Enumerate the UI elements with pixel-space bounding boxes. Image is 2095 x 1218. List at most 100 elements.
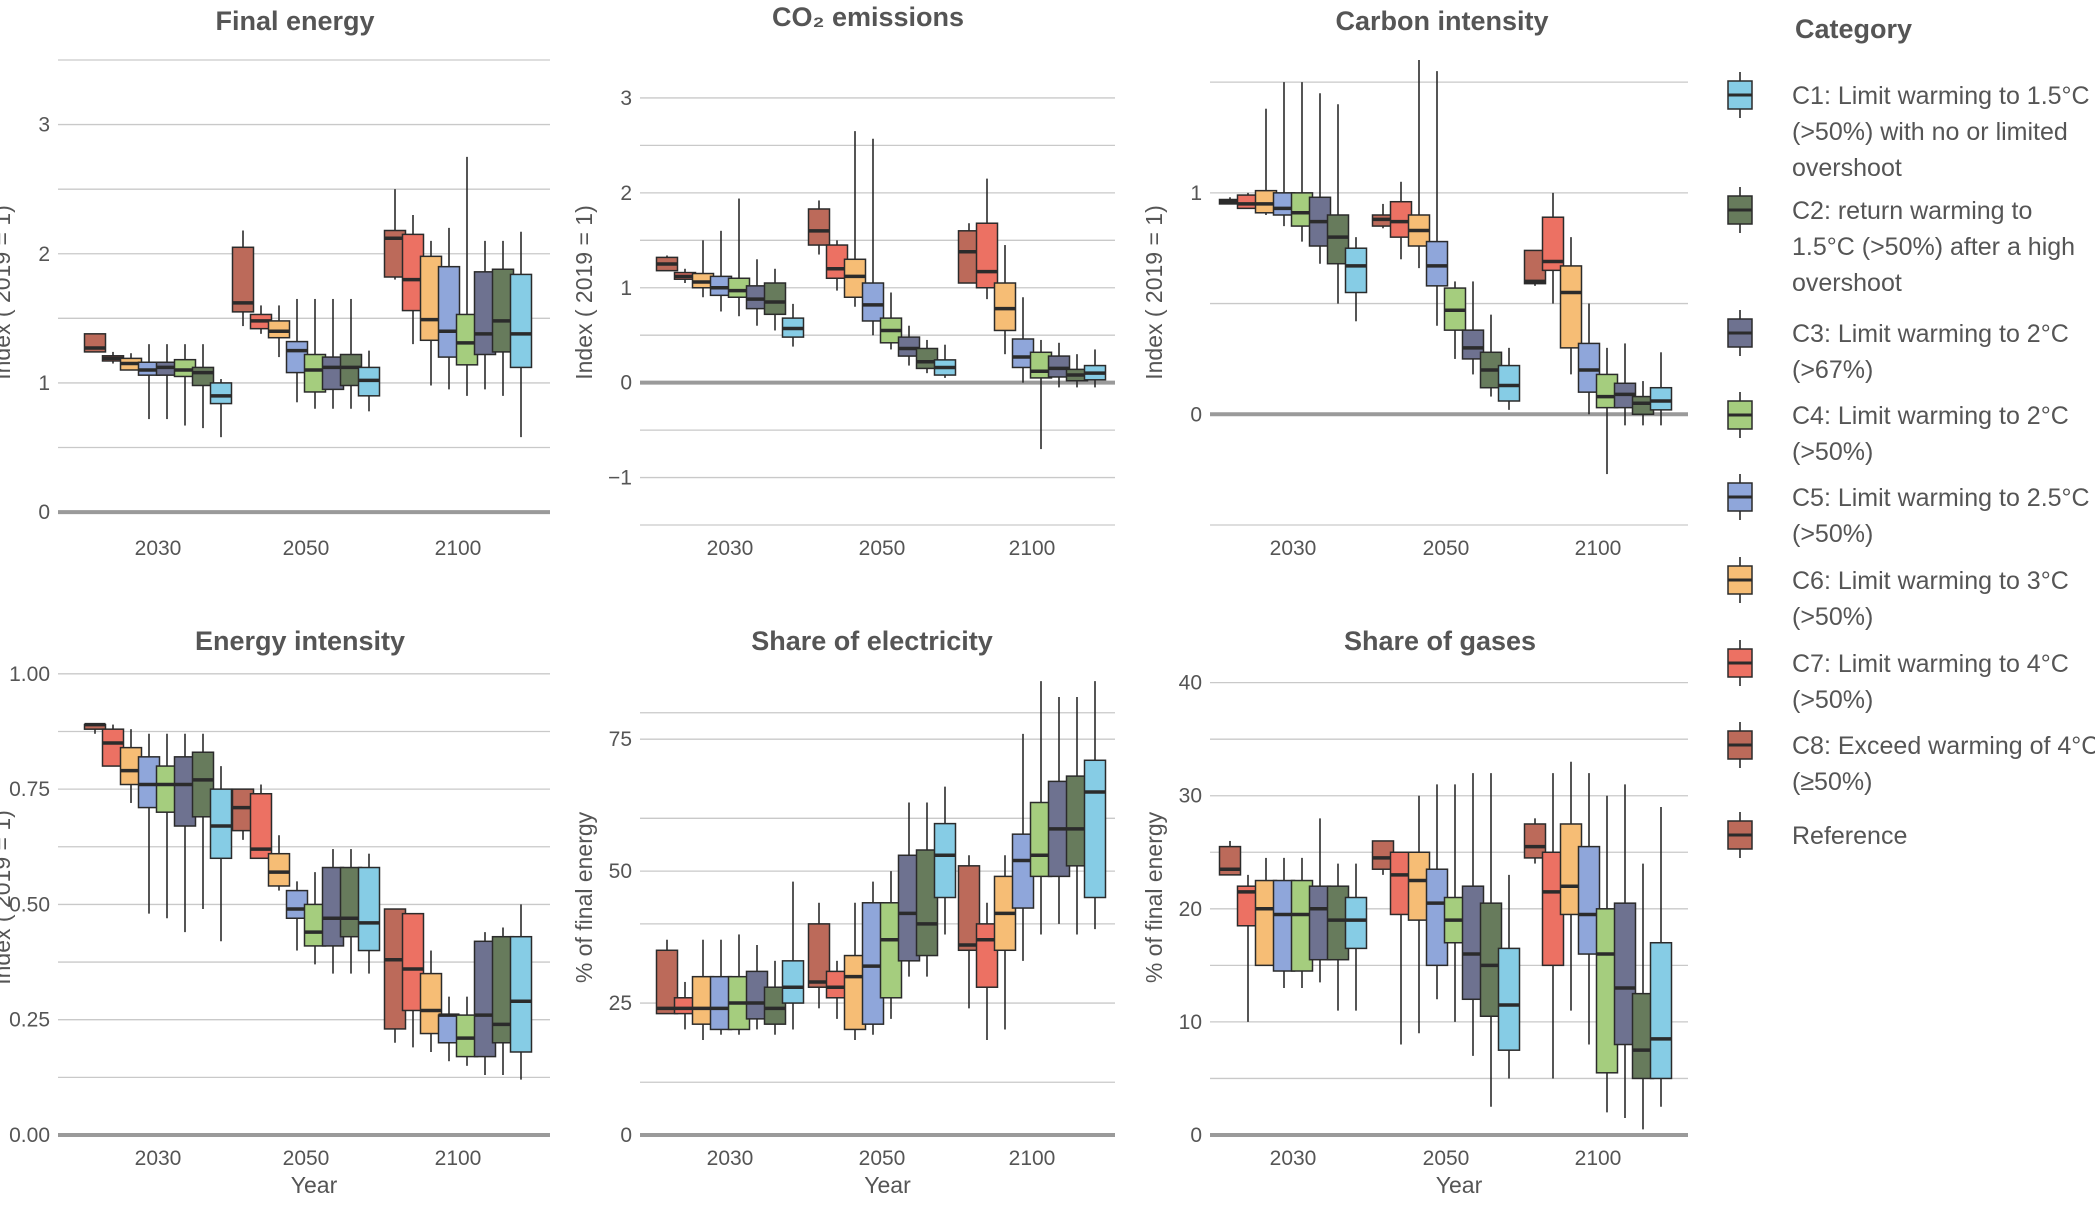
x-tick-label: 2100 xyxy=(435,537,482,560)
legend-label: C8: Exceed warming of 4°C xyxy=(1792,732,2095,760)
box-c8 xyxy=(83,722,107,734)
legend-label: (>50%) xyxy=(1792,603,1873,631)
y-axis-label: Index ( 2019 = 1) xyxy=(571,205,597,380)
box-c8 xyxy=(957,223,981,284)
legend-label: (>50%) xyxy=(1792,686,1873,714)
box-c6 xyxy=(993,855,1017,1030)
box-c5 xyxy=(1577,303,1601,415)
box-c1 xyxy=(1083,681,1107,930)
y-tick-label: 40 xyxy=(1179,672,1202,695)
box-c5 xyxy=(285,298,309,403)
box-group-2050 xyxy=(807,131,957,378)
box-c3 xyxy=(1461,773,1485,1056)
y-axis-label: Index ( 2019 = 1) xyxy=(1141,205,1167,380)
y-tick-label: −1 xyxy=(608,467,632,490)
panel-3: 0 1 2030 2050 2100 Carbon intensity Index ( 20… xyxy=(1141,6,1688,560)
x-tick-label: 2030 xyxy=(707,1147,754,1170)
box-c2 xyxy=(191,344,215,429)
y-tick-label: 2 xyxy=(38,243,50,266)
x-tick-label: 2030 xyxy=(1270,1147,1317,1170)
box-body xyxy=(1497,364,1521,402)
box-body xyxy=(861,282,885,322)
box-c3 xyxy=(321,298,345,409)
x-tick-label: 2030 xyxy=(135,537,182,560)
box-body xyxy=(191,751,215,818)
box-c8 xyxy=(655,255,679,272)
box-body xyxy=(763,986,787,1025)
box-body xyxy=(1613,902,1637,1046)
box-c8 xyxy=(1523,249,1547,286)
legend-label: C2: return warming to xyxy=(1792,197,2032,225)
x-tick-label: 2100 xyxy=(435,1147,482,1170)
box-c8 xyxy=(383,908,407,1043)
x-axis-label: Year xyxy=(864,1172,911,1198)
box-c6 xyxy=(419,950,443,1052)
legend-label: overshoot xyxy=(1792,154,1902,182)
box-c4 xyxy=(303,298,327,409)
box-c2 xyxy=(491,240,515,396)
box-body xyxy=(807,923,831,988)
box-group-2100 xyxy=(1523,761,1673,1130)
box-group-2030 xyxy=(83,333,233,438)
box-c2 xyxy=(491,927,515,1076)
box-c8 xyxy=(231,230,255,327)
x-tick-label: 2050 xyxy=(1423,537,1470,560)
panel-1: 0 1 2 3 2030 2050 2100 Final energy Index ( 2019… xyxy=(0,6,550,560)
x-tick-label: 2050 xyxy=(283,1147,330,1170)
box-c8 xyxy=(1523,818,1547,864)
box-c6 xyxy=(993,245,1017,355)
box-body xyxy=(1559,265,1583,349)
y-tick-label: 0 xyxy=(1190,1124,1202,1147)
y-tick-label: 0.50 xyxy=(9,893,50,916)
legend-item-c5: C5: Limit warming to 2.5°C (>50%) xyxy=(1727,474,2090,548)
box-group-2100 xyxy=(1523,192,1673,475)
box-c7 xyxy=(401,215,425,345)
box-body xyxy=(509,273,533,369)
legend-item-c6: C6: Limit warming to 3°C (>50%) xyxy=(1727,557,2069,631)
box-c1 xyxy=(933,344,957,378)
box-c8 xyxy=(957,855,981,1009)
box-c1 xyxy=(509,231,533,438)
legend-label: C4: Limit warming to 2°C xyxy=(1792,402,2069,430)
box-c3 xyxy=(1047,696,1071,924)
box-c4 xyxy=(303,872,327,965)
panel-title: Energy intensity xyxy=(195,626,405,656)
box-body xyxy=(1425,240,1449,287)
panel-5: 0 25 50 75 2030 2050 2100 Share of electricity%… xyxy=(571,626,1115,1198)
box-c1 xyxy=(509,904,533,1080)
box-body xyxy=(933,822,957,899)
box-c1 xyxy=(1344,237,1368,322)
panel-title: Final energy xyxy=(215,6,374,36)
y-tick-label: 1 xyxy=(1190,182,1202,205)
box-c1 xyxy=(1649,352,1673,426)
legend-label: (>50%) xyxy=(1792,520,1873,548)
legend-label: overshoot xyxy=(1792,269,1902,297)
box-group-2050 xyxy=(1371,60,1521,410)
box-body xyxy=(437,265,461,358)
box-group-2050 xyxy=(231,784,381,974)
legend-label: C7: Limit warming to 4°C xyxy=(1792,650,2069,678)
box-body xyxy=(1497,947,1521,1051)
panel-title: CO₂ emissions xyxy=(772,2,964,32)
y-tick-label: 75 xyxy=(609,728,632,751)
box-body xyxy=(1649,386,1673,411)
box-c3 xyxy=(1308,818,1332,983)
box-c5 xyxy=(137,733,161,914)
box-c1 xyxy=(781,881,805,1030)
y-tick-label: 3 xyxy=(620,87,632,110)
x-tick-label: 2100 xyxy=(1575,537,1622,560)
box-body xyxy=(975,222,999,289)
y-tick-label: 0 xyxy=(1190,403,1202,426)
box-body xyxy=(843,258,867,298)
legend-item-c2: C2: return warming to 1.5°C (>50%) after … xyxy=(1727,187,2075,297)
y-tick-label: 50 xyxy=(609,860,632,883)
panel-title: Share of gases xyxy=(1344,626,1536,656)
box-body xyxy=(915,849,939,957)
box-c6 xyxy=(1559,237,1583,375)
x-tick-label: 2050 xyxy=(283,537,330,560)
box-c4 xyxy=(1443,784,1467,1022)
box-c7 xyxy=(975,178,999,300)
panels: 0 1 2 3 2030 2050 2100 Final energy Index ( 2019… xyxy=(0,2,1688,1198)
box-group-2030 xyxy=(655,198,805,347)
box-c5 xyxy=(1425,784,1449,1000)
